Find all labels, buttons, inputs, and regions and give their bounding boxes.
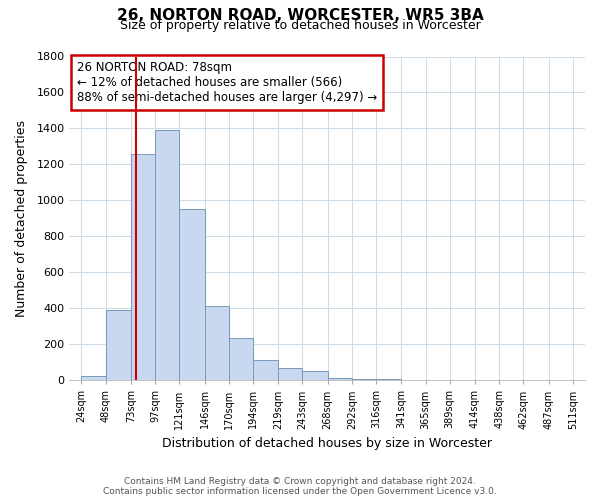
Bar xyxy=(155,130,179,380)
Bar xyxy=(131,154,155,380)
Bar xyxy=(205,306,229,380)
Bar xyxy=(328,378,352,380)
Bar xyxy=(278,368,302,380)
Bar xyxy=(229,338,253,380)
Text: Contains HM Land Registry data © Crown copyright and database right 2024.
Contai: Contains HM Land Registry data © Crown c… xyxy=(103,476,497,496)
Text: 26 NORTON ROAD: 78sqm
← 12% of detached houses are smaller (566)
88% of semi-det: 26 NORTON ROAD: 78sqm ← 12% of detached … xyxy=(77,62,377,104)
Bar xyxy=(179,210,205,380)
Y-axis label: Number of detached properties: Number of detached properties xyxy=(15,120,28,317)
Bar xyxy=(253,360,278,380)
X-axis label: Distribution of detached houses by size in Worcester: Distribution of detached houses by size … xyxy=(162,437,492,450)
Text: Size of property relative to detached houses in Worcester: Size of property relative to detached ho… xyxy=(119,19,481,32)
Bar xyxy=(106,310,131,380)
Bar xyxy=(82,376,106,380)
Text: 26, NORTON ROAD, WORCESTER, WR5 3BA: 26, NORTON ROAD, WORCESTER, WR5 3BA xyxy=(116,8,484,22)
Bar xyxy=(302,372,328,380)
